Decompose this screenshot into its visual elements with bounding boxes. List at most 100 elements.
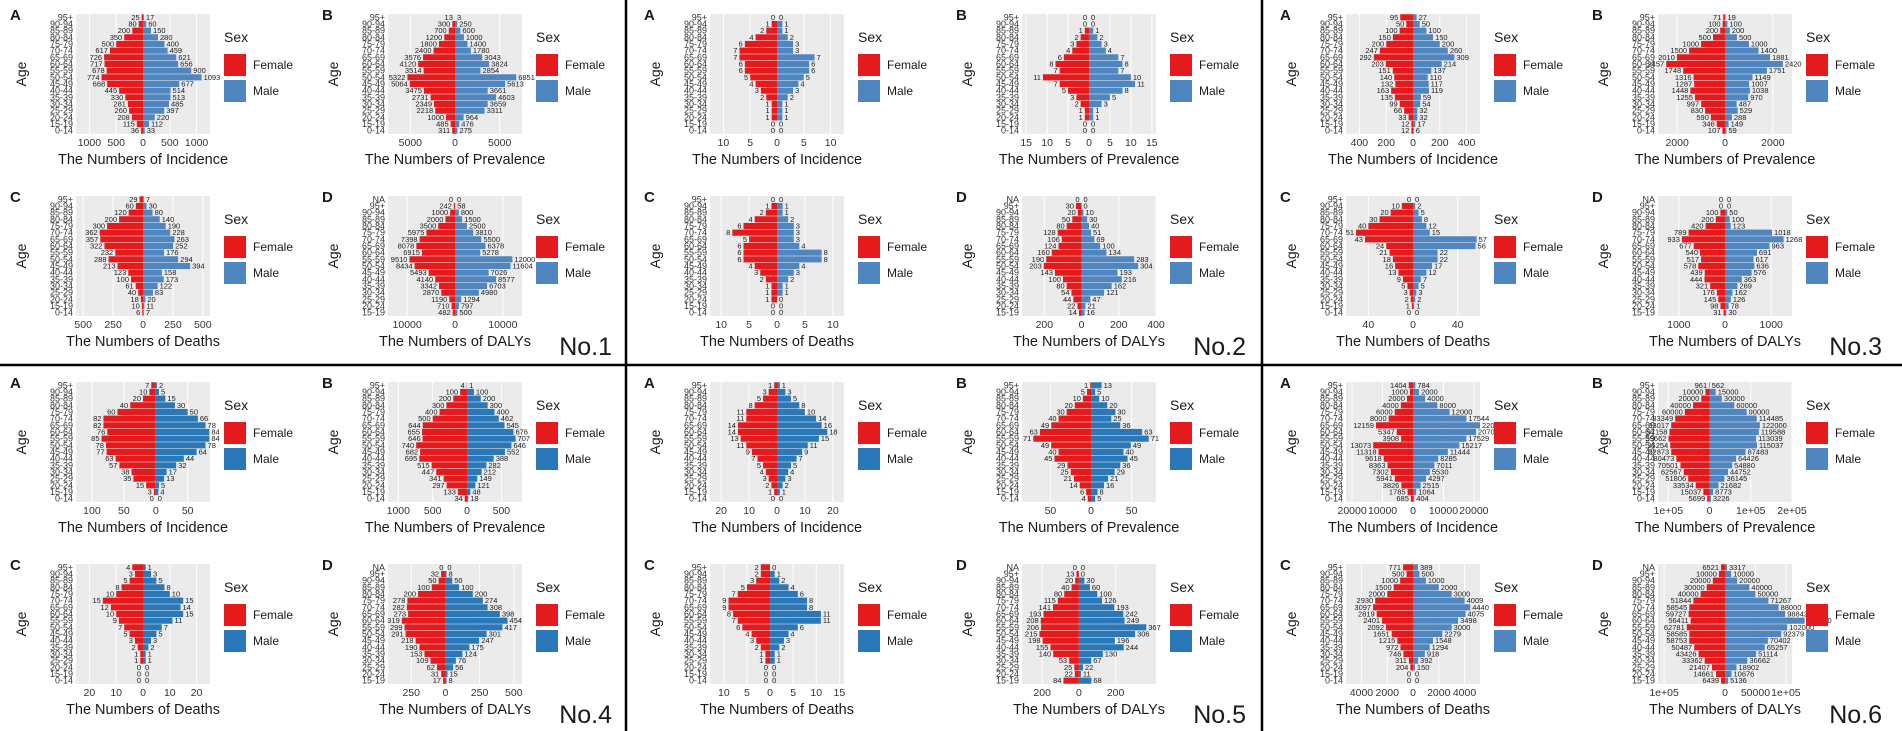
bar-female-75-79 [407, 597, 446, 604]
bar-male-75-79 [455, 40, 468, 48]
x-tick-label: 500 [161, 137, 179, 149]
age-tick-label: 55-59 [684, 616, 707, 626]
value-label-female: 115 [123, 120, 135, 129]
age-tick-label: 55-59 [684, 66, 707, 76]
value-label-female: 0 [1719, 195, 1723, 204]
value-label-male: 4 [791, 583, 795, 592]
x-tick-label: 4000 [1350, 687, 1374, 699]
bar-female-25-29 [1409, 289, 1413, 296]
bar-female-55-59 [1683, 67, 1725, 74]
value-label-male: 16 [1106, 481, 1114, 490]
bar-male-85-89 [143, 577, 157, 584]
value-label-female: 1190 [431, 295, 447, 304]
bar-female-90-94 [768, 388, 777, 396]
value-label-female: 12 [1401, 126, 1409, 135]
age-tick-label: 90-94 [1632, 19, 1655, 29]
bar-male-50-54 [777, 74, 804, 81]
legend-label-male: Male [565, 634, 591, 648]
bar-male-90-94 [1709, 388, 1716, 396]
value-label-female: 124 [1044, 242, 1057, 251]
age-tick-label: 95+ [692, 194, 707, 204]
age-tick-label: 65-69 [1632, 609, 1655, 619]
bar-female-20-24 [1410, 296, 1413, 303]
value-label-male: 3000 [1454, 590, 1471, 599]
value-label-female: 24 [1376, 242, 1384, 251]
value-label-male: 100 [1732, 215, 1745, 224]
bar-female-75-79 [743, 222, 777, 230]
bar-male-35-39 [777, 94, 788, 101]
value-label-male: 1 [777, 570, 781, 579]
bar-male-15-19 [1413, 488, 1417, 496]
value-label-male: 4 [791, 630, 795, 639]
value-label-female: 2 [765, 481, 769, 490]
age-tick-label: 55-59 [1320, 616, 1343, 626]
age-tick-label: 60-64 [362, 427, 385, 437]
age-tick-label: 35-39 [1320, 460, 1343, 470]
x-tick-label: 200 [1107, 687, 1125, 699]
bar-female-20-24 [446, 114, 455, 121]
x-tick-label: 200 [1377, 137, 1395, 149]
bar-male-25-29 [1413, 657, 1419, 664]
value-label-female: 160 [1037, 248, 1050, 257]
panel-letter: C [10, 557, 21, 574]
bar-female-40-44 [1694, 644, 1725, 651]
bar-male-60-64 [155, 428, 210, 436]
bar-female-20-24 [771, 114, 777, 121]
value-label-male: 3 [786, 636, 790, 645]
bar-male-50-54 [1725, 74, 1753, 81]
x-tick-label: 0 [774, 137, 780, 149]
bar-male-0-14 [1709, 495, 1711, 502]
x-tick-label: 10 [715, 319, 727, 331]
bar-male-0-14 [467, 495, 469, 502]
value-label-female: 260 [115, 106, 128, 115]
value-label-female: 10 [106, 610, 114, 619]
bar-male-65-69 [143, 236, 175, 243]
value-label-male: 2 [785, 481, 789, 490]
value-label-female: 2 [1405, 295, 1409, 304]
value-label-female: 115 [1044, 596, 1056, 605]
value-label-female: 517 [1687, 255, 1700, 264]
age-tick-label: 95+ [1328, 380, 1343, 390]
age-tick-label: 40-44 [1632, 642, 1655, 652]
bar-male-15-19 [1725, 677, 1729, 684]
bar-male-35-39 [143, 94, 171, 101]
value-label-male: 676 [515, 428, 528, 437]
value-label-male: 3317 [1729, 563, 1746, 572]
bar-male-85-89 [1081, 216, 1088, 223]
value-label-male: 64426 [1738, 454, 1759, 463]
age-tick-label: 20-24 [1320, 112, 1343, 122]
value-label-male: 196 [1117, 636, 1130, 645]
value-label-male: 0 [447, 563, 451, 572]
value-label-female: 1785 [1389, 488, 1406, 497]
bar-female-40-44 [1397, 637, 1413, 644]
legend-title: Sex [536, 579, 560, 595]
age-tick-label: 25-29 [50, 106, 73, 116]
value-label-male: 60 [148, 20, 156, 29]
bar-female-15-19 [774, 488, 777, 496]
value-label-female: 311 [1395, 656, 1407, 665]
age-tick-label: 45-49 [996, 268, 1019, 278]
bar-female-35-39 [1067, 462, 1092, 469]
age-tick-label: 75-79 [50, 221, 73, 231]
bar-female-55-59 [404, 624, 446, 631]
age-tick-label: 45-49 [50, 629, 73, 639]
bar-male-40-44 [777, 87, 794, 94]
bar-male-30-34 [143, 100, 169, 108]
age-tick-label: 95+ [370, 569, 385, 579]
bar-male-70-74 [1413, 47, 1448, 54]
bar-female-45-49 [1671, 448, 1710, 456]
age-tick-label: 90-94 [1320, 387, 1343, 397]
bar-male-80-84 [445, 590, 473, 598]
value-label-female: 292 [1359, 53, 1372, 62]
value-label-male: 2 [1417, 295, 1421, 304]
legend-label-male: Male [1835, 634, 1861, 648]
bar-male-65-69 [1413, 236, 1477, 243]
age-tick-label: NA [1006, 562, 1019, 572]
bar-female-75-79 [746, 408, 777, 416]
value-label-male: 100 [476, 388, 489, 397]
bar-male-35-39 [1413, 94, 1421, 101]
value-label-female: 6 [1058, 53, 1062, 62]
bar-male-50-54 [1413, 74, 1428, 81]
